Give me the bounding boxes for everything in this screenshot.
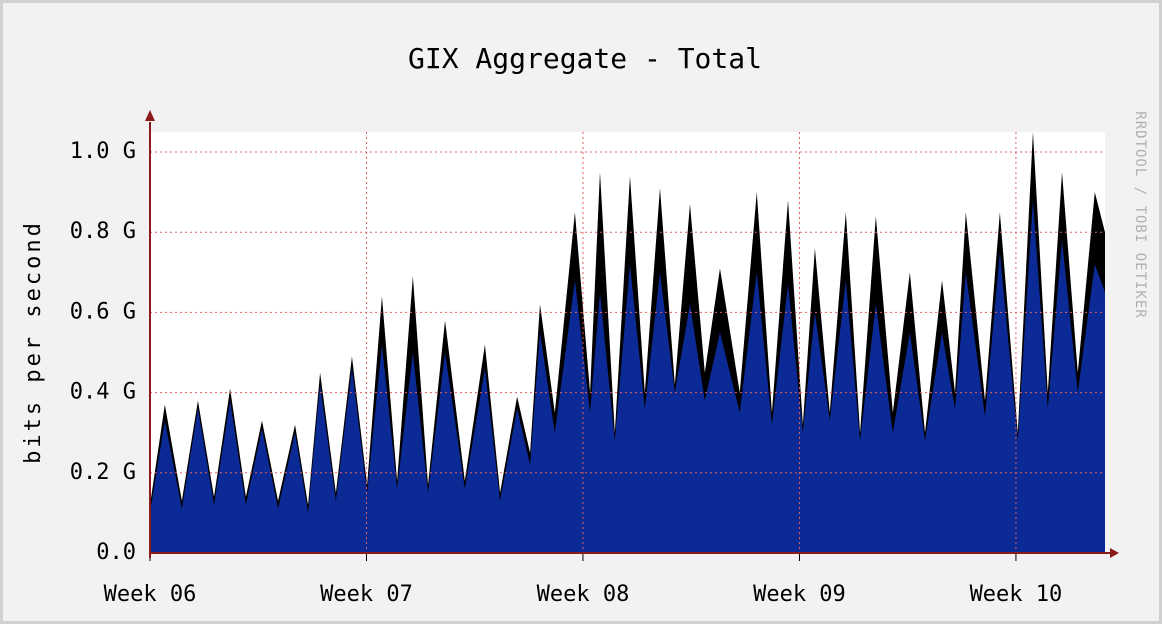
y-tick-label: 0.8 G <box>70 219 136 244</box>
x-tick-label: Week 06 <box>104 582 197 607</box>
y-axis-arrow <box>145 110 155 121</box>
y-tick-label: 0.4 G <box>70 380 136 405</box>
x-tick-label: Week 07 <box>320 582 413 607</box>
y-tick-label: 1.0 G <box>70 139 136 164</box>
x-tick-label: Week 08 <box>537 582 630 607</box>
y-axis-label: bits per second <box>21 220 46 464</box>
x-tick-label: Week 09 <box>753 582 846 607</box>
chart-title: GIX Aggregate - Total <box>408 42 762 75</box>
y-tick-label: 0.6 G <box>70 299 136 324</box>
x-axis-arrow <box>1110 548 1119 558</box>
area <box>150 200 1105 553</box>
y-tick-label: 0.0 <box>96 540 136 565</box>
y-tick-label: 0.2 G <box>70 460 136 485</box>
x-tick-label: Week 10 <box>970 582 1063 607</box>
watermark: RRDTOOL / TOBI OETIKER <box>1132 111 1148 318</box>
